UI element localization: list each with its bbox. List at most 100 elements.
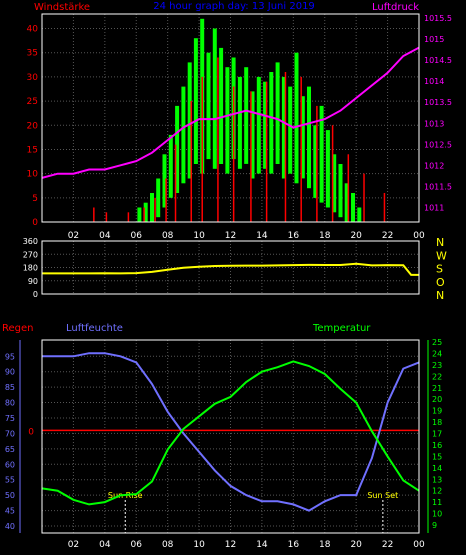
wind-bar	[219, 47, 224, 164]
x-tick-label: 04	[99, 540, 111, 550]
wind-bar	[237, 76, 242, 169]
temperature-tick-label: 18	[432, 418, 442, 427]
wind-direction-frame	[41, 240, 420, 295]
temperature-tick-label: 25	[432, 338, 442, 347]
wind-bar	[206, 52, 211, 160]
x-tick-label: 06	[131, 540, 143, 550]
x-tick-label: 08	[162, 231, 174, 241]
temperature-tick-label: 13	[432, 475, 442, 484]
temperature-axis-label: Temperatur	[312, 323, 371, 334]
humidity-tick-label: 90	[5, 368, 15, 377]
humidity-temperature-plot: Sun Rise Sun Set	[41, 352, 420, 533]
pressure-axis-label: Luftdruck	[372, 2, 419, 13]
x-tick-label: 00	[413, 540, 425, 550]
wind-bar	[212, 28, 217, 169]
wind-pressure-grid	[42, 14, 420, 223]
wind-bar	[275, 62, 280, 164]
wind-bar	[325, 130, 330, 208]
x-tick-label: 08	[162, 540, 174, 550]
wind-tick-label: 20	[27, 121, 39, 131]
compass-label: N	[436, 236, 444, 249]
wind-bar	[156, 178, 161, 218]
x-tick-label: 02	[68, 231, 79, 241]
chart-title: 24 hour graph day: 13 Juni 2019	[153, 1, 315, 12]
x-tick-label: 12	[225, 231, 236, 241]
x-tick-label: 06	[131, 231, 143, 241]
humidity-temperature-grid	[42, 340, 420, 533]
humidity-tick-label: 60	[5, 460, 15, 469]
wind-bar	[344, 183, 349, 222]
pressure-tick-label: 1013.5	[424, 98, 452, 107]
wind-direction-grid	[42, 240, 420, 295]
temperature-tick-label: 23	[432, 361, 442, 370]
humidity-tick-label: 45	[5, 507, 15, 516]
direction-tick-label: 270	[23, 250, 38, 259]
pressure-tick-label: 1014	[424, 77, 444, 86]
wind-bar	[281, 76, 286, 179]
humidity-tick-label: 85	[5, 383, 15, 392]
humidity-temperature-chart: Regen Luftfeuchte Temperatur Sun Rise Sun…	[2, 323, 442, 550]
humidity-tick-label: 55	[5, 476, 15, 485]
temperature-tick-label: 12	[432, 487, 442, 496]
wind-bar	[332, 154, 337, 213]
wind-bar	[150, 193, 154, 222]
wind-axis-label: Windstärke	[34, 2, 90, 13]
temperature-tick-label: 9	[432, 521, 437, 530]
pressure-tick-label: 1014.5	[424, 56, 452, 65]
direction-tick-label: 0	[33, 290, 38, 299]
wind-bar	[162, 154, 167, 208]
humidity-axis-label: Luftfeuchte	[66, 323, 123, 334]
humidity-tick-label: 70	[5, 429, 15, 438]
pressure-tick-label: 1011.5	[424, 182, 452, 191]
x-tick-label: 02	[68, 540, 79, 550]
wind-bar	[187, 62, 192, 179]
temperature-tick-label: 22	[432, 372, 442, 381]
compass-label: W	[436, 249, 447, 262]
wind-tick-label: 0	[32, 218, 38, 228]
temperature-tick-label: 10	[432, 510, 442, 519]
temperature-tick-label: 24	[432, 349, 442, 358]
wind-bar	[307, 86, 311, 189]
pressure-tick-label: 1015	[424, 35, 444, 44]
x-tick-label: 04	[99, 231, 111, 241]
compass-label: N	[436, 289, 444, 302]
temperature-tick-label: 16	[432, 441, 442, 450]
wind-bar	[225, 67, 230, 174]
x-tick-label: 14	[256, 540, 268, 550]
pressure-tick-label: 1013	[424, 119, 444, 128]
humidity-temperature-frame	[41, 339, 420, 534]
wind-tick-label: 35	[27, 49, 38, 59]
wind-bar	[357, 207, 362, 222]
wind-bar	[137, 207, 142, 222]
temperature-line	[41, 360, 420, 506]
humidity-tick-label: 95	[5, 352, 15, 361]
wind-bar	[181, 86, 186, 184]
wind-bar	[263, 81, 268, 169]
wind-bar	[256, 76, 261, 174]
wind-bar	[175, 105, 180, 193]
wind-bar	[351, 193, 355, 222]
pressure-tick-label: 1015.5	[424, 14, 452, 23]
direction-line	[42, 262, 419, 276]
temperature-tick-label: 19	[432, 407, 442, 416]
direction-tick-label: 360	[23, 237, 38, 246]
pressure-tick-label: 1011	[424, 203, 444, 212]
rain-axis-label: Regen	[2, 323, 34, 334]
wind-bar	[300, 96, 305, 179]
compass-label: O	[436, 276, 445, 289]
sun-annotation: Sun Set	[367, 491, 398, 500]
pressure-tick-label: 1012	[424, 161, 444, 170]
wind-bar	[143, 202, 148, 222]
x-tick-label: 10	[193, 540, 205, 550]
x-tick-label: 16	[288, 540, 300, 550]
x-tick-label: 18	[319, 231, 331, 241]
wind-pressure-chart: Windstärke 24 hour graph day: 13 Juni 20…	[27, 1, 452, 241]
temperature-tick-label: 17	[432, 430, 442, 439]
temperature-tick-label: 20	[432, 395, 442, 404]
x-tick-label: 14	[256, 231, 268, 241]
wind-tick-label: 15	[27, 145, 38, 155]
x-tick-label: 00	[413, 231, 425, 241]
x-tick-label: 16	[288, 231, 300, 241]
